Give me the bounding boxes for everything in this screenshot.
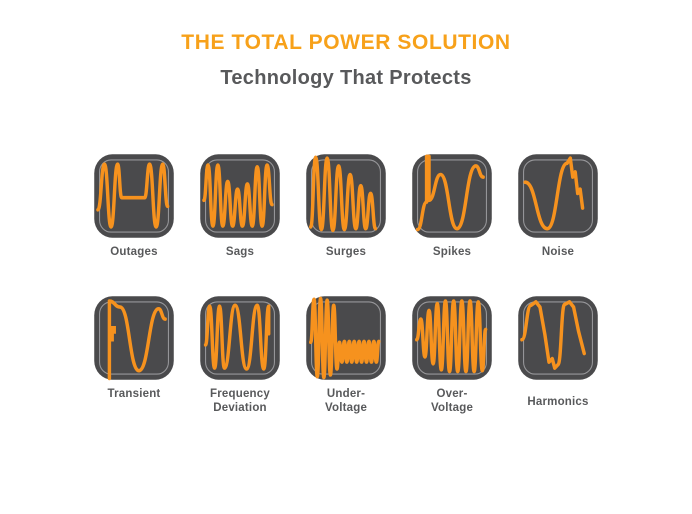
page-subtitle: Technology That Protects [220,67,472,89]
frequency-deviation-waveform-icon [199,295,281,381]
surges-waveform-icon [305,153,387,239]
sags-waveform-icon [199,153,281,239]
outages-waveform-icon [93,153,175,239]
page-title: THE TOTAL POWER SOLUTION [181,31,511,54]
tile-outages: Outages [81,153,187,260]
tile-transient: Transient [81,295,187,415]
tile-under-voltage: Under- Voltage [293,295,399,415]
tile-label: Sags [225,246,255,258]
tile-label: Frequency Deviation [210,388,270,414]
tile-label: Spikes [432,246,472,258]
tile-frequency-deviation: Frequency Deviation [187,295,293,415]
tile-label: Surges [325,246,367,258]
tile-label: Over- Voltage [430,388,474,414]
tile-noise: Noise [505,153,611,260]
noise-waveform-icon [517,153,599,239]
harmonics-waveform-icon [517,295,599,381]
spikes-waveform-icon [411,153,493,239]
tile-label: Noise [541,246,575,258]
tile-row-1: Outages Sags Surges [81,153,611,260]
header: THE TOTAL POWER SOLUTION Technology That… [0,31,692,90]
under-voltage-waveform-icon [305,295,387,381]
over-voltage-waveform-icon [411,295,493,381]
tile-label: Outages [110,246,158,258]
tile-row-2: Transient Frequency Deviation Under- [81,295,611,415]
tile-sags: Sags [187,153,293,260]
tile-label: Transient [107,388,161,400]
tile-surges: Surges [293,153,399,260]
tile-over-voltage: Over- Voltage [399,295,505,415]
tile-label: Under- Voltage [324,388,368,414]
tile-label: Harmonics [527,396,589,408]
transient-waveform-icon [93,295,175,381]
tile-spikes: Spikes [399,153,505,260]
tile-harmonics: Harmonics [505,295,611,415]
